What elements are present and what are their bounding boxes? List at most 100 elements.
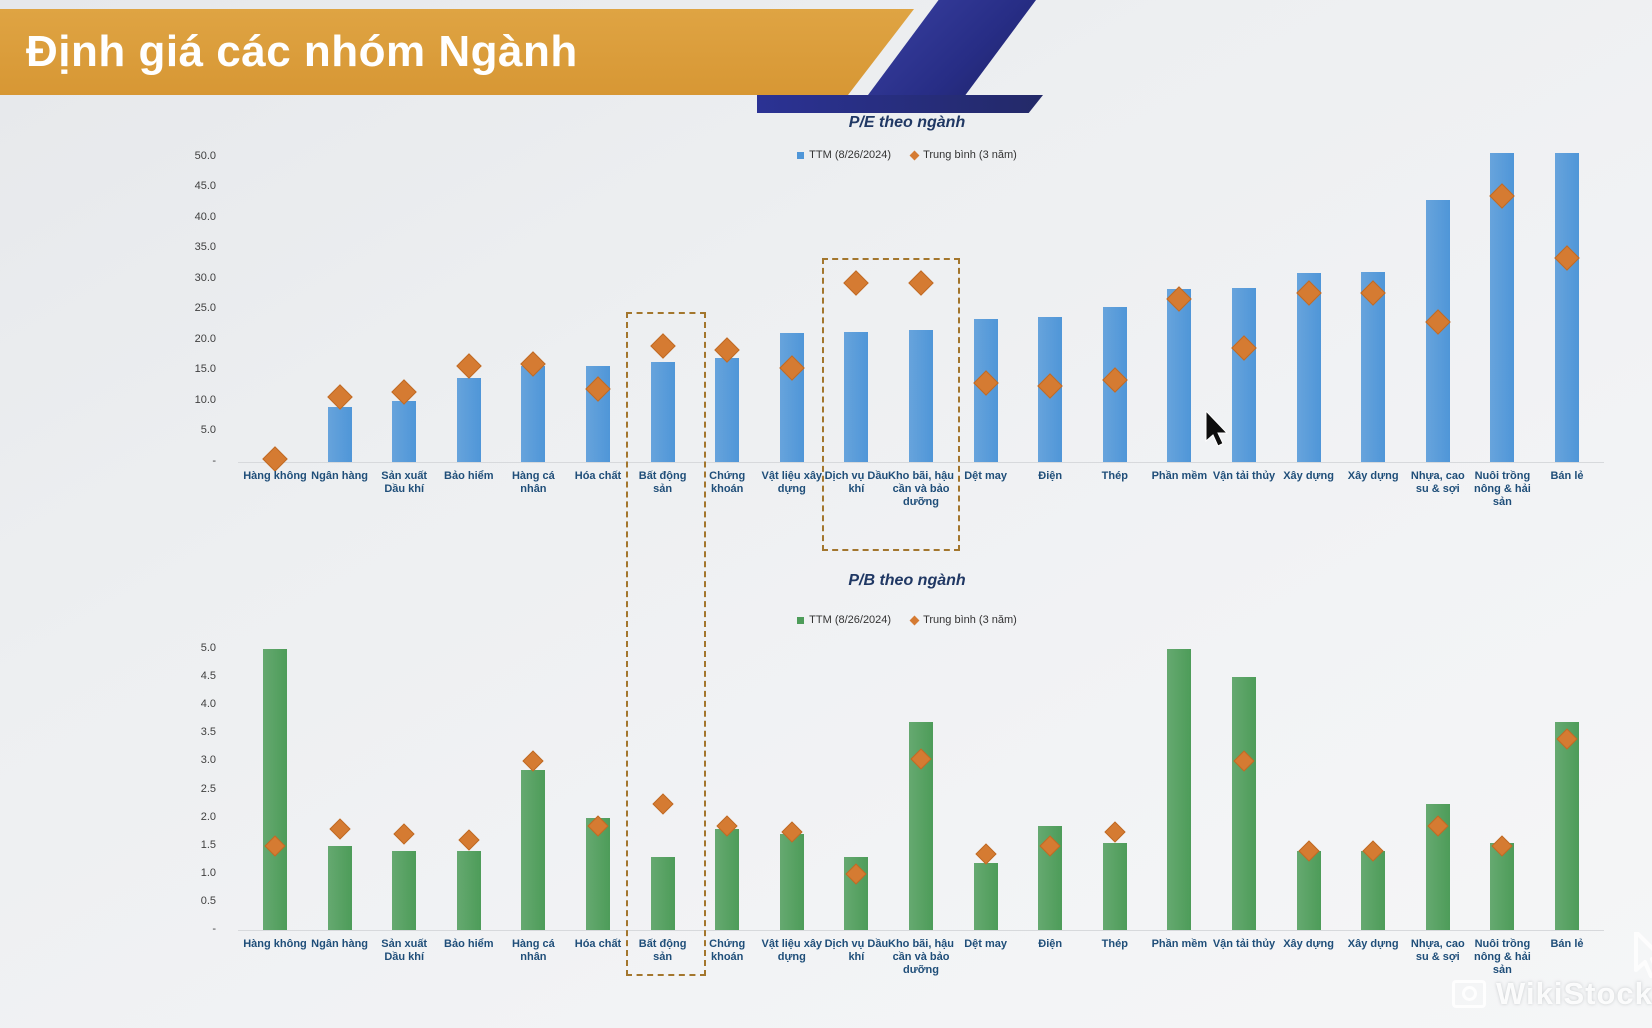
pb-legend-label: TTM (8/26/2024) bbox=[809, 614, 892, 626]
pe-ytick: 15.0 bbox=[194, 363, 216, 376]
square-marker-icon bbox=[797, 616, 805, 624]
pe-category-label: Thép bbox=[1101, 470, 1128, 482]
pe-ytick: 30.0 bbox=[194, 271, 216, 284]
pb-bar bbox=[715, 828, 740, 930]
pb-category-label: Bán lẻ bbox=[1550, 938, 1584, 950]
pb-category-label: Vận tải thủy bbox=[1212, 938, 1276, 950]
pb-bar bbox=[1296, 851, 1321, 930]
pe-ytick: 5.0 bbox=[200, 424, 216, 437]
pb-ytick: 4.0 bbox=[200, 698, 216, 711]
pb-avg-diamond-icon bbox=[1104, 821, 1126, 843]
pe-avg-diamond-icon bbox=[456, 353, 482, 379]
pe-ytick: - bbox=[212, 455, 216, 467]
pb-category-label: Vật liệu xây dựng bbox=[761, 938, 823, 963]
pe-category-label: Dệt may bbox=[964, 470, 1007, 482]
pb-avg-diamond-icon bbox=[974, 843, 997, 865]
pb-category-label: Xây dựng bbox=[1283, 938, 1334, 950]
pb-ytick: 3.0 bbox=[200, 754, 216, 767]
pb-category-label: Ngân hàng bbox=[311, 938, 369, 950]
pb-category-label: Xây dựng bbox=[1347, 938, 1399, 950]
pe-avg-diamond-icon bbox=[262, 446, 288, 472]
pb-category-label: Hàng không bbox=[243, 938, 307, 950]
pb-legend-item: Trung bình (3 năm) bbox=[909, 614, 1017, 626]
pb-avg-diamond-icon bbox=[522, 750, 544, 772]
pe-legend-item: Trung bình (3 năm) bbox=[909, 149, 1017, 161]
pb-legend: TTM (8/26/2024) Trung bình (3 năm) bbox=[697, 614, 1117, 626]
pb-bar bbox=[973, 862, 998, 930]
pb-category-label: Chứng khoán bbox=[709, 938, 746, 963]
pe-bar bbox=[456, 377, 481, 462]
pe-bar bbox=[650, 361, 675, 462]
pb-bar bbox=[392, 851, 417, 930]
watermark-text: WikiStock bbox=[1496, 976, 1652, 1011]
pb-category-label: Hóa chất bbox=[574, 938, 622, 950]
ghost-cursor-icon bbox=[1634, 930, 1652, 985]
pe-ytick: 20.0 bbox=[194, 332, 216, 345]
pe-ytick: 50.0 bbox=[194, 149, 216, 162]
pe-legend-label: Trung bình (3 năm) bbox=[923, 149, 1017, 161]
pe-category-label: Phần mềm bbox=[1151, 470, 1208, 482]
diamond-marker-icon bbox=[909, 615, 920, 625]
pe-bar bbox=[715, 358, 740, 462]
pb-bar bbox=[327, 845, 352, 930]
pe-category-label: Vật liệu xây dựng bbox=[761, 470, 823, 495]
diamond-marker-icon bbox=[909, 150, 920, 160]
pe-ytick: 45.0 bbox=[194, 180, 216, 193]
pb-bar bbox=[456, 851, 481, 930]
pe-category-label: Bảo hiểm bbox=[444, 470, 494, 482]
pe-category-label: Nuôi trồng nông & hải sản bbox=[1473, 470, 1531, 508]
pb-ytick: 1.0 bbox=[200, 866, 216, 879]
pb-category-label: Sản xuất Dầu khí bbox=[381, 938, 428, 963]
highlight-box-dich-vu-kho-bai bbox=[822, 258, 960, 551]
pb-chart-title: P/B theo ngành bbox=[848, 572, 966, 589]
pb-bar bbox=[1555, 722, 1579, 930]
pe-ytick: 25.0 bbox=[194, 302, 216, 315]
pe-legend-item: TTM (8/26/2024) bbox=[797, 149, 891, 161]
pb-axis-line bbox=[238, 930, 1604, 931]
pb-ytick: 5.0 bbox=[200, 642, 216, 654]
camera-icon bbox=[1452, 980, 1486, 1008]
pb-bar bbox=[779, 834, 804, 930]
pb-avg-diamond-icon bbox=[328, 818, 351, 840]
pe-bar bbox=[779, 333, 804, 462]
pb-ytick: 2.0 bbox=[200, 810, 216, 823]
pe-bar bbox=[392, 400, 417, 462]
pb-ytick: 2.5 bbox=[200, 782, 216, 795]
pe-ytick: 35.0 bbox=[194, 241, 216, 254]
highlight-box-bat-dong-san bbox=[625, 312, 706, 976]
pb-bar bbox=[1361, 851, 1386, 930]
pe-bar bbox=[521, 366, 546, 462]
pb-category-label: Dệt may bbox=[964, 938, 1007, 950]
pe-bar bbox=[844, 331, 869, 462]
pb-legend-item: TTM (8/26/2024) bbox=[797, 614, 891, 626]
pe-category-label: Hàng cá nhân bbox=[511, 470, 555, 495]
pb-category-label: Kho bãi, hậu cần và bảo dưỡng bbox=[888, 938, 954, 976]
pb-category-label: Nhựa, cao su & sợi bbox=[1410, 938, 1465, 963]
pb-category-label: Điện bbox=[1038, 938, 1063, 950]
pb-bar bbox=[650, 856, 675, 930]
pb-bar bbox=[1490, 842, 1515, 930]
pe-category-label: Bất động sản bbox=[638, 470, 687, 495]
pe-bar bbox=[1232, 288, 1256, 462]
watermark: WikiStock bbox=[1452, 976, 1652, 1012]
pe-category-label: Ngân hàng bbox=[311, 470, 369, 482]
pe-category-label: Nhựa, cao su & sợi bbox=[1410, 470, 1465, 495]
pb-bar bbox=[521, 769, 546, 930]
pe-bar bbox=[1555, 153, 1579, 462]
ribbon-accent-strip-icon bbox=[757, 95, 1043, 113]
pb-ytick: 0.5 bbox=[200, 894, 216, 907]
pe-category-label: Hàng không bbox=[243, 470, 307, 482]
pe-category-label: Dịch vụ Dầu khí bbox=[824, 470, 889, 495]
pe-category-label: Chứng khoán bbox=[709, 470, 746, 495]
page-title: Định giá các nhóm Ngành bbox=[26, 27, 578, 76]
pb-ytick: - bbox=[212, 923, 216, 935]
pb-avg-diamond-icon bbox=[393, 823, 415, 846]
pb-bar bbox=[263, 649, 287, 930]
pb-category-label: Hàng cá nhân bbox=[511, 938, 555, 963]
pb-bar bbox=[1232, 677, 1256, 930]
pb-bar bbox=[1102, 842, 1127, 930]
pe-category-label: Xây dựng bbox=[1283, 470, 1334, 482]
pb-ytick: 4.5 bbox=[200, 670, 216, 683]
pb-category-label: Bảo hiểm bbox=[444, 938, 494, 950]
